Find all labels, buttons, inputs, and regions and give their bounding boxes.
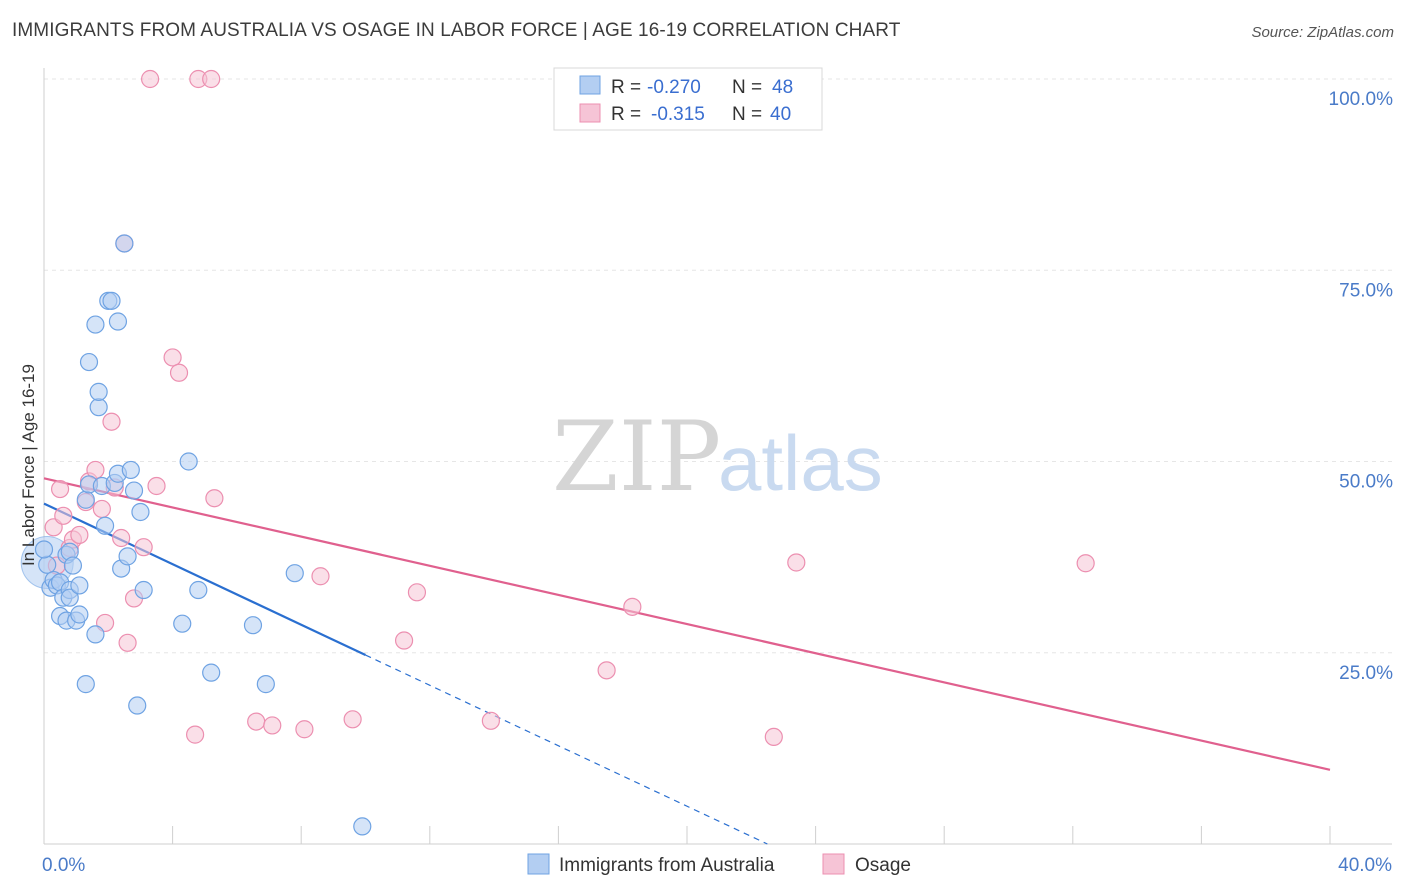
point-osage xyxy=(481,711,500,730)
point-osage xyxy=(147,476,166,496)
point-australia xyxy=(131,502,150,522)
stats-swatch-australia xyxy=(579,75,601,95)
point-australia xyxy=(34,540,54,559)
point-australia xyxy=(86,315,105,334)
point-australia xyxy=(124,481,144,500)
point-osage xyxy=(118,633,137,652)
point-australia xyxy=(60,588,79,607)
point-osage xyxy=(623,597,642,616)
y-tick-label: 50.0% xyxy=(1339,472,1393,493)
legend-swatch-australia xyxy=(527,853,550,875)
point-osage xyxy=(205,489,224,508)
point-australia xyxy=(86,625,105,644)
point-osage xyxy=(343,710,362,729)
point-australia xyxy=(134,580,153,600)
point-osage xyxy=(263,716,282,735)
trend-lines xyxy=(43,477,1331,845)
point-australia xyxy=(89,382,108,401)
stats-swatch-osage xyxy=(579,103,601,123)
gridlines xyxy=(44,78,1392,654)
point-osage xyxy=(394,631,414,650)
point-osage xyxy=(134,538,153,557)
point-osage xyxy=(1076,554,1095,573)
stats-r-label-osage: R = xyxy=(611,104,641,125)
point-osage xyxy=(764,727,783,747)
point-osage xyxy=(247,712,266,731)
watermark: ZIP atlas xyxy=(552,401,883,513)
watermark-atlas: atlas xyxy=(718,419,883,507)
point-australia xyxy=(95,516,115,535)
trend-line-osage xyxy=(43,477,1331,771)
point-australia xyxy=(38,555,57,574)
point-australia xyxy=(70,576,89,595)
point-osage xyxy=(169,363,189,382)
tick-labels: 25.0% 50.0% 75.0% 100.0% 0.0% 40.0% xyxy=(42,89,1393,876)
stats-r-label-australia: R = xyxy=(611,77,641,98)
point-australia xyxy=(128,696,147,715)
point-australia xyxy=(102,291,121,310)
point-osage xyxy=(70,525,89,545)
point-australia xyxy=(256,675,275,694)
point-osage xyxy=(295,720,314,739)
y-axis-label: In Labor Force | Age 16-19 xyxy=(19,364,38,566)
point-australia xyxy=(115,234,134,253)
point-osage xyxy=(163,348,182,367)
point-australia xyxy=(189,580,208,600)
point-australia xyxy=(70,605,89,624)
point-osage xyxy=(92,499,111,519)
legend-label-australia: Immigrants from Australia xyxy=(559,855,775,876)
point-australia xyxy=(63,556,83,575)
legend-swatch-osage xyxy=(822,853,845,875)
axes xyxy=(43,68,1392,845)
point-australia xyxy=(118,547,137,566)
point-osage xyxy=(140,69,160,89)
trend-line-extension-australia xyxy=(365,654,768,845)
point-osage xyxy=(186,725,205,744)
stats-n-label-australia: N = xyxy=(732,77,762,98)
point-australia xyxy=(202,663,221,682)
point-australia xyxy=(89,398,108,417)
stats-r-value-australia: -0.270 xyxy=(647,77,701,98)
data-points xyxy=(20,69,1095,836)
series-legend: Immigrants from Australia Osage xyxy=(527,853,911,876)
point-australia xyxy=(121,460,140,480)
watermark-zip: ZIP xyxy=(552,401,721,513)
point-osage xyxy=(311,567,330,586)
point-osage xyxy=(50,479,70,499)
point-osage xyxy=(102,412,121,431)
chart-source: Source: ZipAtlas.com xyxy=(1251,24,1394,41)
point-australia xyxy=(243,616,263,635)
point-australia xyxy=(108,312,128,331)
y-tick-label: 100.0% xyxy=(1329,89,1394,110)
x-tick-label: 40.0% xyxy=(1338,855,1392,876)
stats-n-value-australia: 48 xyxy=(772,77,793,98)
stats-r-value-osage: -0.315 xyxy=(651,104,705,125)
point-australia xyxy=(76,490,95,509)
y-tick-label: 25.0% xyxy=(1339,663,1393,684)
point-australia xyxy=(285,564,304,583)
point-osage xyxy=(202,69,221,89)
point-australia xyxy=(173,614,192,633)
chart-title: IMMIGRANTS FROM AUSTRALIA VS OSAGE IN LA… xyxy=(12,20,901,41)
stats-n-label-osage: N = xyxy=(732,104,762,125)
y-tick-label: 75.0% xyxy=(1339,280,1393,301)
point-osage xyxy=(597,661,616,680)
point-australia xyxy=(76,675,95,694)
point-osage xyxy=(54,506,73,525)
point-australia xyxy=(79,352,99,372)
point-osage xyxy=(787,553,806,572)
x-tick-label: 0.0% xyxy=(42,855,85,876)
legend-label-osage: Osage xyxy=(855,855,911,876)
point-australia xyxy=(179,452,198,471)
point-australia xyxy=(353,817,372,836)
stats-n-value-osage: 40 xyxy=(770,104,791,125)
point-osage xyxy=(112,528,131,548)
point-osage xyxy=(407,583,427,602)
stats-legend-box: R = -0.270 N = 48 R = -0.315 N = 40 xyxy=(553,67,823,131)
